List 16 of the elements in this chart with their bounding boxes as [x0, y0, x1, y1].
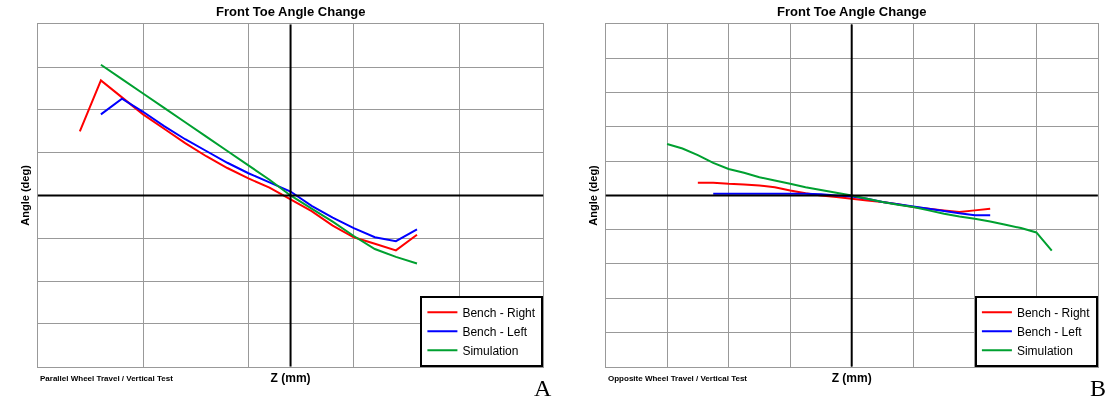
- legend-label: Bench - Right: [1016, 305, 1091, 320]
- chart-title: Front Toe Angle Change: [216, 4, 366, 19]
- x-axis-title: Z (mm): [831, 371, 872, 386]
- text: B: [1090, 375, 1107, 401]
- chart-title: Front Toe Angle Change: [777, 4, 927, 19]
- y-axis-title: Angle (deg): [18, 164, 31, 226]
- text: Opposite Wheel Travel / Vertical Test: [608, 374, 748, 383]
- y-axis-title: Angle (deg): [586, 164, 599, 226]
- legend-label: Simulation: [462, 343, 519, 358]
- legend-label: Bench - Right: [462, 305, 536, 320]
- legend-label: Simulation: [1016, 343, 1073, 358]
- legend-label: Bench - Left: [462, 324, 528, 339]
- x-axis-title: Z (mm): [270, 371, 311, 386]
- text: A: [534, 375, 552, 401]
- legend-label: Bench - Left: [1016, 324, 1083, 339]
- text: Parallel Wheel Travel / Vertical Test: [40, 374, 174, 383]
